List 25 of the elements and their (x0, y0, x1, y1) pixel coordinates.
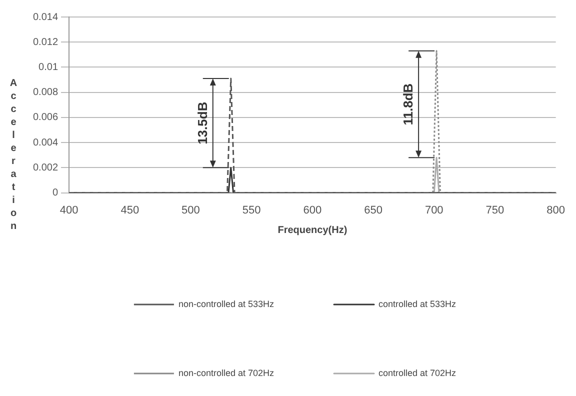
y-tick-label: 0.01 (38, 62, 58, 73)
y-tick-label: 0.002 (32, 162, 58, 174)
x-axis-title: Frequency(Hz) (278, 224, 348, 236)
legend-label: controlled at 533Hz (378, 298, 457, 309)
x-tick-label: 550 (242, 204, 261, 216)
annotation: 13.5dB (194, 102, 210, 144)
x-tick-label: 450 (120, 204, 140, 216)
legend-label: non-controlled at 702Hz (178, 368, 275, 378)
y-tick-label: 0 (52, 188, 58, 199)
x-tick-label: 750 (486, 204, 504, 216)
y-axis-title: Acceleration (8, 78, 19, 234)
x-tick-label: 600 (303, 204, 322, 216)
y-tick-label: 0.014 (32, 12, 58, 23)
x-tick-label: 500 (182, 204, 200, 216)
y-tick-label: 0.006 (32, 112, 58, 124)
annotation: 11.8dB (400, 83, 416, 126)
x-tick-label: 700 (424, 204, 444, 216)
legend-label: non-controlled at 533Hz (178, 298, 275, 309)
legend-label: controlled at 702Hz (378, 368, 457, 378)
x-tick-label: 400 (60, 204, 78, 216)
y-tick-label: 0.012 (32, 36, 58, 48)
x-tick-label: 800 (546, 204, 566, 216)
x-tick-label: 650 (364, 204, 382, 216)
y-tick-label: 0.004 (32, 137, 58, 148)
y-tick-label: 0.008 (32, 87, 58, 98)
